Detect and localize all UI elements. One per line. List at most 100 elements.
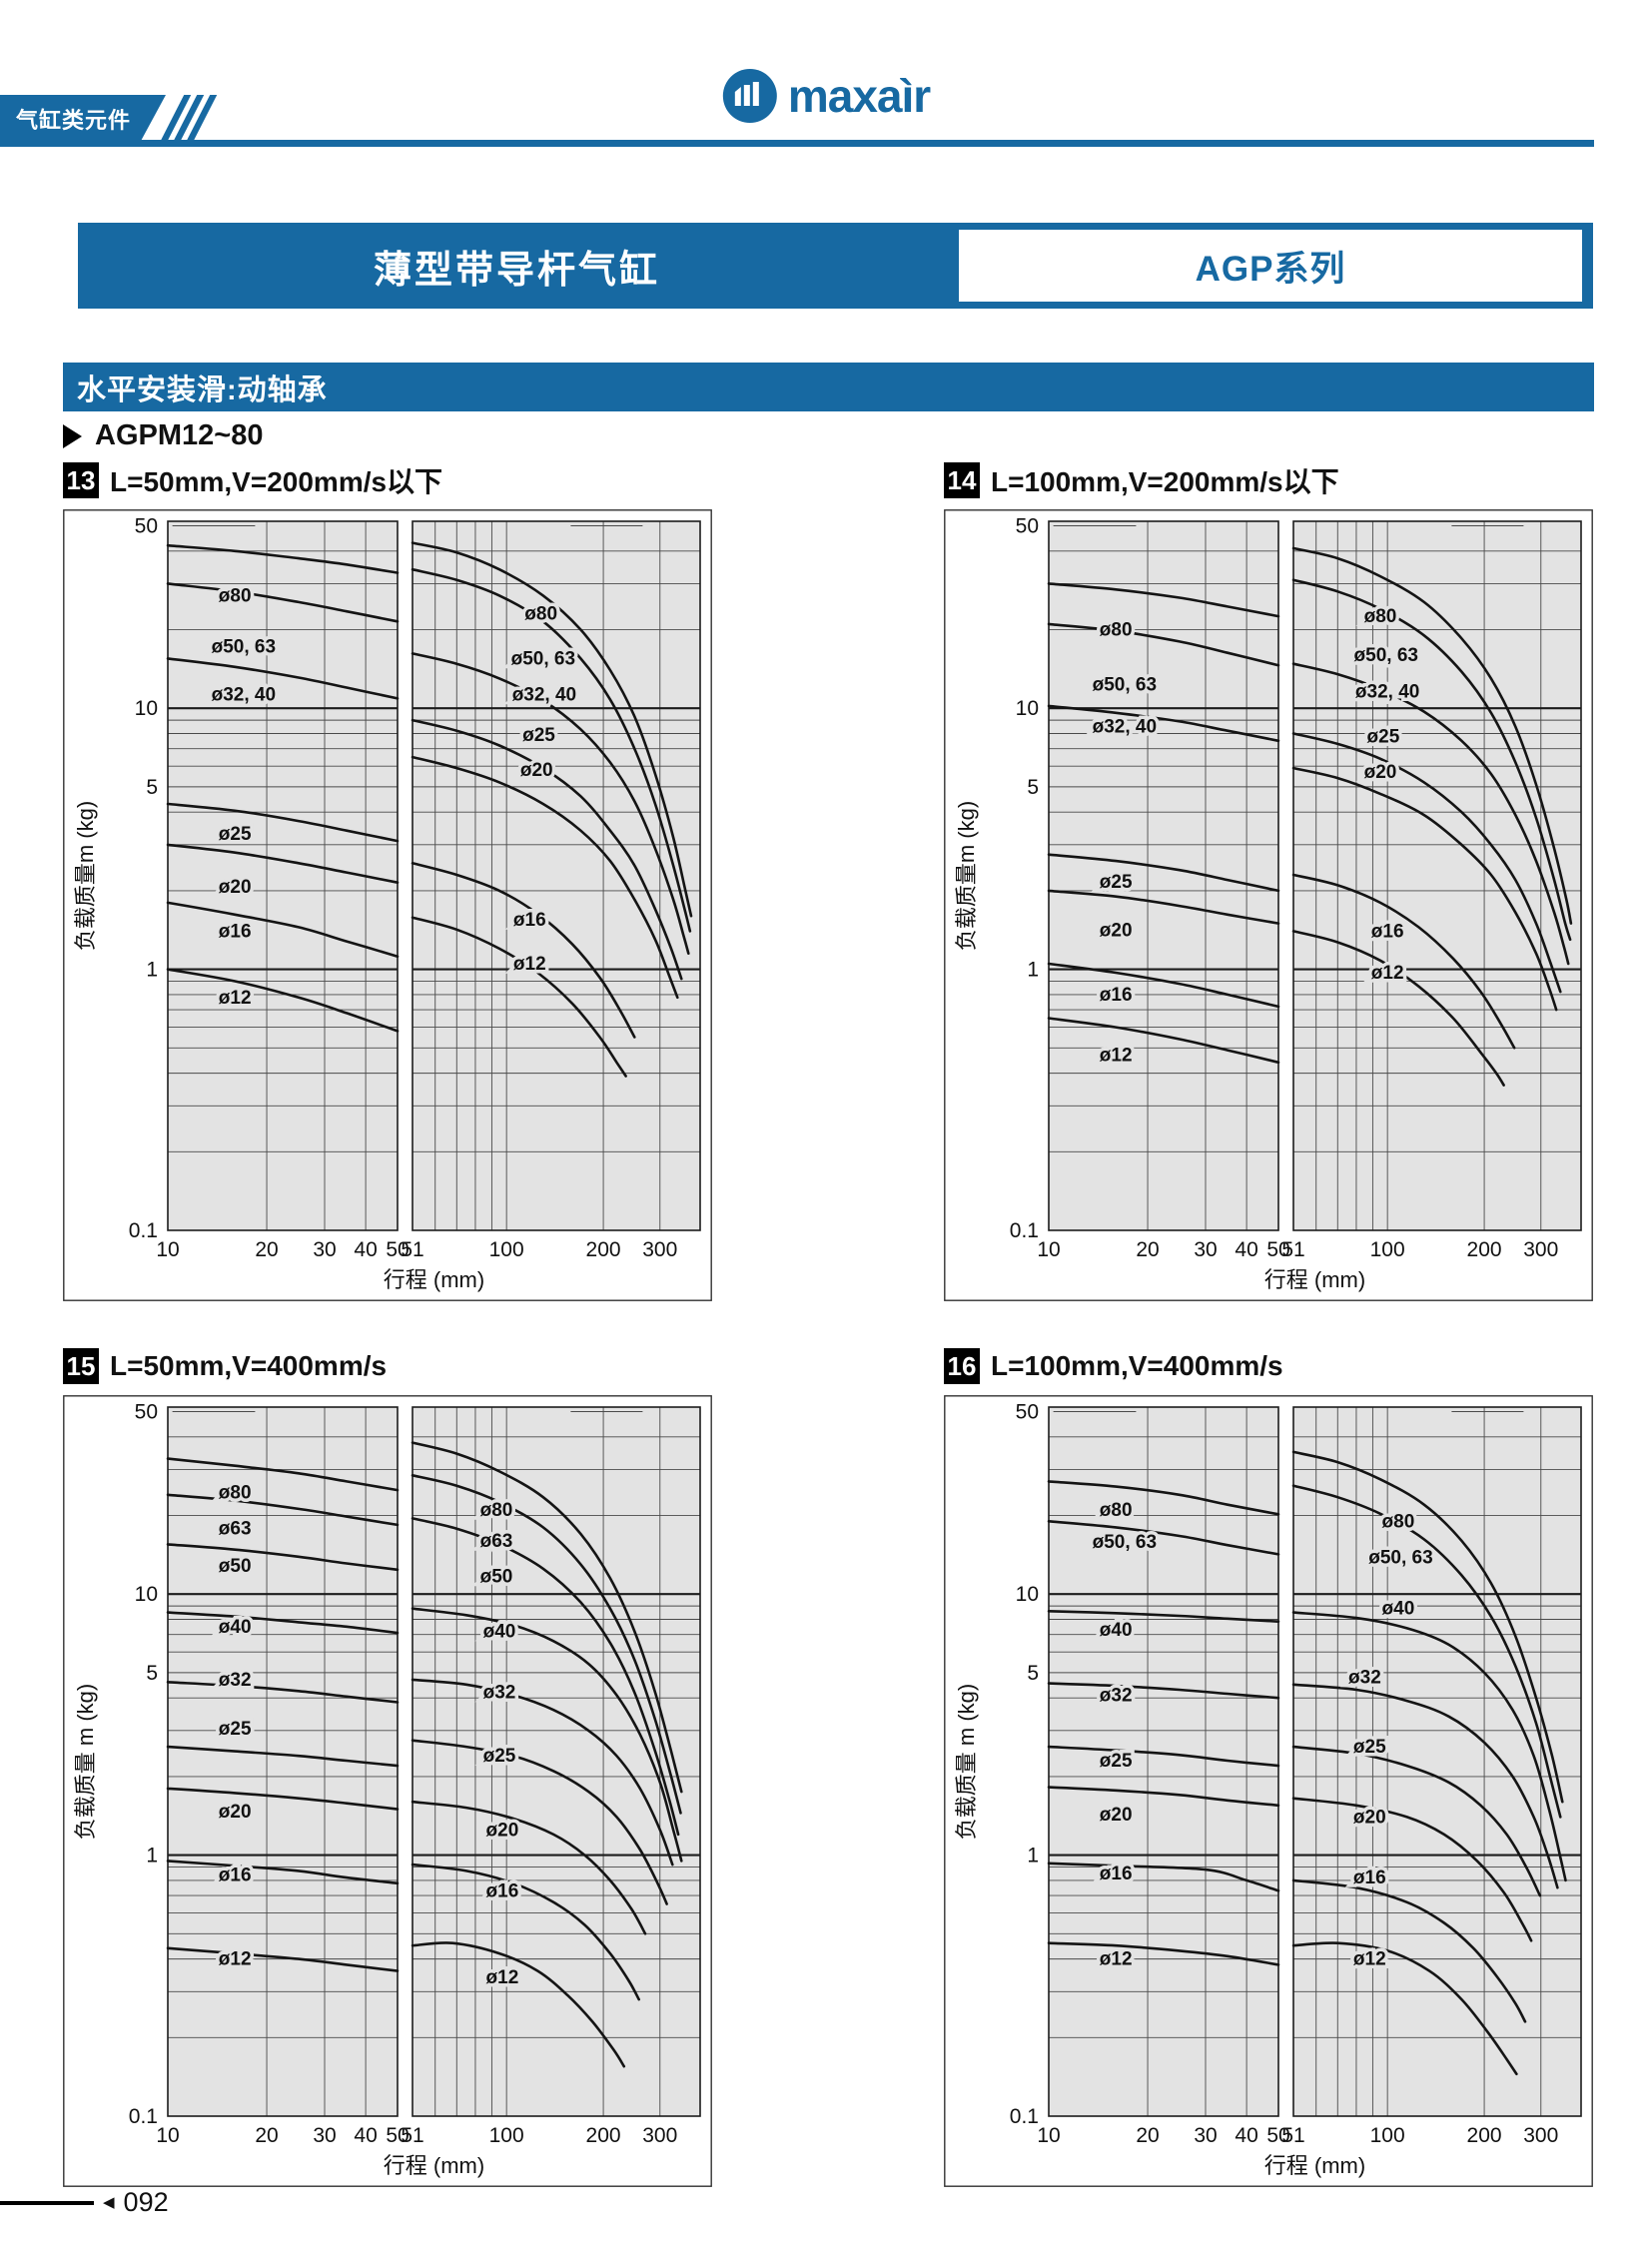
curve-label: ø50 [480, 1566, 513, 1587]
chart-13-number-badge: 13 [63, 462, 99, 498]
chart-outer-border [63, 1395, 712, 2187]
curve-label: ø20 [486, 1820, 519, 1841]
x-tick-label: 200 [586, 1238, 621, 1261]
x-tick-label: 200 [1467, 2124, 1502, 2147]
y-tick-label: 10 [135, 697, 158, 720]
chart-13-figure: ø80 ø50, 63 ø32, 40 ø25 ø20 ø16 ø12 ø80 ø50, 63 ø… [63, 509, 712, 1301]
y-tick-label: 5 [146, 776, 158, 799]
curve-label: ø32 [1348, 1668, 1381, 1689]
curve-ø50 [166, 1543, 400, 1572]
x-tick-label: 10 [1037, 2124, 1060, 2147]
y-tick-label: 0.1 [129, 2105, 158, 2128]
triangle-bullet-icon [63, 423, 82, 448]
curve-label: ø16 [219, 1865, 252, 1885]
curve-ø25 [166, 802, 400, 843]
curve-label: ø80 [219, 585, 252, 606]
curve-ø32 [1047, 1682, 1280, 1700]
x-tick-label: 20 [255, 1238, 278, 1261]
model-range-label: AGPM12~80 [95, 419, 264, 451]
curve-label: ø20 [1364, 762, 1397, 783]
curve-ø50, 63 [1047, 1520, 1280, 1556]
curve-label: ø12 [513, 954, 546, 975]
curve-ø16 [166, 1860, 400, 1885]
chart-16-title: L=100mm,V=400mm/s [991, 1350, 1283, 1381]
curve-ø20 [411, 1800, 647, 1935]
curve-label: ø20 [219, 877, 252, 898]
curve-label: ø20 [1100, 921, 1133, 942]
curve-label: ø25 [483, 1746, 516, 1767]
x-tick-label: 300 [1523, 2124, 1558, 2147]
x-axis-title: 行程 (mm) [384, 2153, 484, 2178]
y-axis-title: 负载质量m (kg) [954, 801, 979, 951]
chart-15-figure: ø80 ø63 ø50 ø40 ø32 ø25 ø20 ø16 ø12 ø80 ø63 ø50 ø40 ø… [63, 1395, 712, 2187]
curve-ø80 [1047, 582, 1280, 618]
x-tick-label: 51 [1281, 1238, 1304, 1261]
y-tick-label: 10 [1016, 1583, 1039, 1606]
header-divider [0, 140, 1594, 147]
chart-13-section: 13 L=50mm,V=200mm/s以下 ø80 ø50, 63 ø32, 40 ø… [63, 460, 712, 1301]
curve-ø40 [411, 1607, 683, 1863]
x-tick-label: 51 [401, 1238, 423, 1261]
curve-ø32, 40 [166, 657, 400, 700]
curve-label: ø80 [1364, 606, 1397, 627]
curve-ø25 [1047, 1745, 1280, 1768]
curve-label: ø25 [522, 725, 555, 746]
curve-label: ø63 [480, 1531, 513, 1552]
curve-ø50, 63 [1047, 622, 1280, 667]
curve-ø50, 63 [411, 567, 692, 933]
page-title: 薄型带导杆气缸 [373, 249, 660, 292]
chart-16-section: 16 L=100mm,V=400mm/s ø80 ø50, 63 ø40 ø32 ø25… [944, 1346, 1593, 2187]
curve-ø25 [1291, 732, 1562, 994]
x-tick-label: 100 [1370, 1238, 1405, 1261]
x-tick-label: 50 [1266, 1238, 1289, 1261]
chart-13-title: L=50mm,V=200mm/s以下 [110, 466, 443, 497]
curve-ø25 [411, 718, 683, 981]
chart-13-plot: ø80 ø50, 63 ø32, 40 ø25 ø20 ø16 ø12 ø80 ø50, 63 ø… [63, 509, 712, 1301]
curve-label: ø25 [219, 824, 252, 845]
curve-ø32 [166, 1681, 400, 1704]
curve-ø16 [411, 862, 636, 1039]
curve-label: ø16 [219, 921, 252, 942]
chart-outer-border [63, 509, 712, 1301]
curve-ø20 [411, 755, 679, 1000]
curve-ø63 [411, 1474, 682, 1815]
curve-label: ø25 [1353, 1737, 1386, 1758]
footer-rule [0, 2200, 94, 2205]
y-tick-label: 5 [1027, 776, 1039, 799]
chart-15-title: L=50mm,V=400mm/s [110, 1350, 388, 1381]
model-range-row: AGPM12~80 [63, 419, 263, 452]
x-axis-title: 行程 (mm) [1264, 2153, 1365, 2178]
y-tick-label: 50 [1016, 514, 1039, 537]
curve-ø20 [166, 1787, 400, 1811]
brand-wordmark: maxaìr [787, 70, 931, 122]
curve-ø80 [166, 1457, 400, 1492]
x-tick-label: 30 [313, 2124, 336, 2147]
curve-ø32 [411, 1678, 674, 1867]
curve-label: ø16 [1100, 985, 1133, 1006]
category-tab: 气缸类元件 [0, 95, 218, 143]
curve-ø12 [1291, 930, 1505, 1087]
curve-label: ø16 [1353, 1868, 1386, 1888]
chart-14-plot: ø80 ø50, 63 ø32, 40 ø25 ø20 ø16 ø12 ø80 ø50, 63 ø… [944, 509, 1593, 1301]
curve-ø20 [1047, 1786, 1280, 1808]
curve-ø16 [166, 901, 400, 958]
curve-ø25 [1291, 1745, 1542, 1897]
curve-ø32, 40 [411, 652, 690, 955]
curve-ø20 [1047, 889, 1280, 925]
curve-ø80 [1047, 1480, 1280, 1516]
plot-panel-background [413, 1407, 700, 2116]
x-tick-label: 30 [1194, 1238, 1217, 1261]
x-tick-label: 10 [156, 1238, 179, 1261]
plot-panel-background [1293, 521, 1581, 1230]
section-title: 水平安装滑:动轴承 [77, 374, 328, 406]
curve-ø80 [166, 543, 400, 574]
series-box: AGP系列 [956, 227, 1585, 305]
x-axis-title: 行程 (mm) [384, 1267, 484, 1292]
y-axis-title: 负载质量m (kg) [73, 801, 98, 951]
curve-label: ø80 [524, 604, 557, 625]
y-tick-label: 1 [1027, 959, 1039, 982]
y-axis-title: 负载质量 m (kg) [954, 1684, 979, 1840]
curve-ø12 [1047, 1941, 1280, 1966]
curve-label: ø20 [520, 760, 553, 781]
curve-ø16 [1047, 1862, 1280, 1892]
